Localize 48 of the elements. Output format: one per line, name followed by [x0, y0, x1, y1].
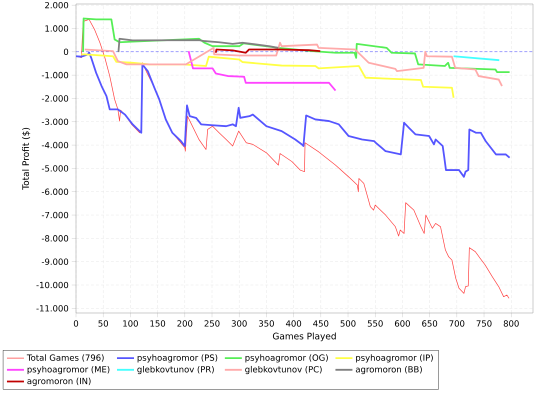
- x-tick-label: 500: [340, 320, 356, 327]
- x-tick-label: 350: [258, 320, 274, 327]
- y-tick-label: 0: [64, 48, 68, 56]
- line-series: [82, 18, 511, 73]
- legend-label: psyhoagromor (IP): [356, 354, 433, 362]
- y-tick-label: -8.000: [42, 235, 68, 242]
- x-tick-label: 0: [74, 320, 78, 327]
- x-tick-label: 550: [368, 320, 383, 327]
- y-tick-label: -10.000: [36, 282, 68, 288]
- y-tick-label: 1.000: [45, 25, 68, 32]
- x-tick-label: 200: [177, 320, 192, 327]
- x-tick-label: 700: [449, 320, 464, 327]
- y-tick-label: -11.000: [36, 305, 68, 312]
- y-tick-label: -2.000: [42, 95, 68, 102]
- y-tick-label: -5.000: [42, 165, 68, 172]
- y-axis-title: Total Profit ($): [22, 128, 30, 190]
- x-tick-label: 400: [286, 320, 302, 327]
- y-tick-label: -9.000: [42, 258, 68, 265]
- x-axis-title: Games Played: [272, 332, 336, 342]
- x-tick-label: 450: [313, 320, 328, 327]
- legend-label: glebkovtunov (PC): [245, 366, 322, 374]
- x-tick-label: 300: [232, 320, 247, 327]
- x-tick-label: 250: [204, 320, 220, 327]
- x-tick-label: 150: [150, 320, 166, 327]
- legend-label: agromoron (IN): [27, 378, 91, 386]
- legend-label: glebkovtunov (PR): [137, 366, 214, 374]
- legend-label: psyhoagromor (PS): [138, 354, 218, 362]
- x-tick-label: 50: [98, 320, 108, 327]
- x-tick-label: 800: [504, 320, 519, 327]
- line-series: [80, 53, 454, 99]
- legend-label: Total Games (796): [26, 354, 104, 362]
- line-series: [76, 52, 511, 178]
- y-tick-label: 2.000: [45, 2, 68, 8]
- x-tick-label: 100: [123, 320, 138, 327]
- legend-label: psyhoagromor (OG): [246, 354, 328, 362]
- y-tick-label: -4.000: [42, 142, 68, 148]
- line-series: [118, 38, 280, 53]
- x-tick-label: 750: [476, 320, 492, 327]
- line-series: [188, 50, 336, 92]
- y-tick-label: -1.000: [42, 72, 68, 78]
- y-tick-label: -6.000: [42, 188, 68, 195]
- x-tick-label: 650: [422, 320, 438, 327]
- line-series: [84, 42, 503, 87]
- legend-label: agromoron (BB): [356, 366, 422, 374]
- x-tick-label: 600: [394, 320, 410, 327]
- legend-label: psyhoagromor (ME): [28, 366, 110, 374]
- y-tick-label: -3.000: [42, 118, 68, 125]
- y-tick-label: -7.000: [42, 212, 68, 218]
